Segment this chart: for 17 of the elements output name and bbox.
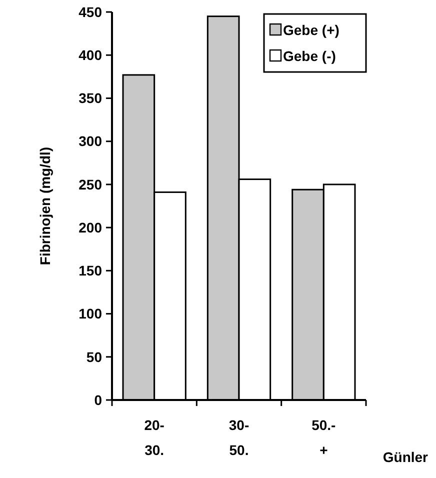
legend-label: Gebe (+) <box>283 22 340 38</box>
x-tick-label: 50.- + <box>312 417 336 458</box>
y-tick-label: 200 <box>78 219 102 236</box>
x-tick-label: 20- 30. <box>144 417 165 458</box>
y-tick-label: 300 <box>78 133 102 150</box>
y-tick-label: 350 <box>78 90 102 106</box>
y-tick-label: 450 <box>78 4 102 20</box>
y-tick-label: 250 <box>78 176 102 192</box>
legend-label: Gebe (-) <box>283 48 336 64</box>
y-tick-label: 150 <box>78 262 102 279</box>
y-tick-label: 400 <box>78 47 102 64</box>
y-tick-label: 0 <box>94 392 102 408</box>
x-tick-label: 30- 50. <box>228 417 250 458</box>
x-axis-title: Günler <box>382 449 429 465</box>
y-tick-label: 50 <box>86 348 102 365</box>
y-tick-label: 100 <box>78 306 102 322</box>
y-axis-title: Fibrinojen (mg/dl) <box>37 146 53 266</box>
